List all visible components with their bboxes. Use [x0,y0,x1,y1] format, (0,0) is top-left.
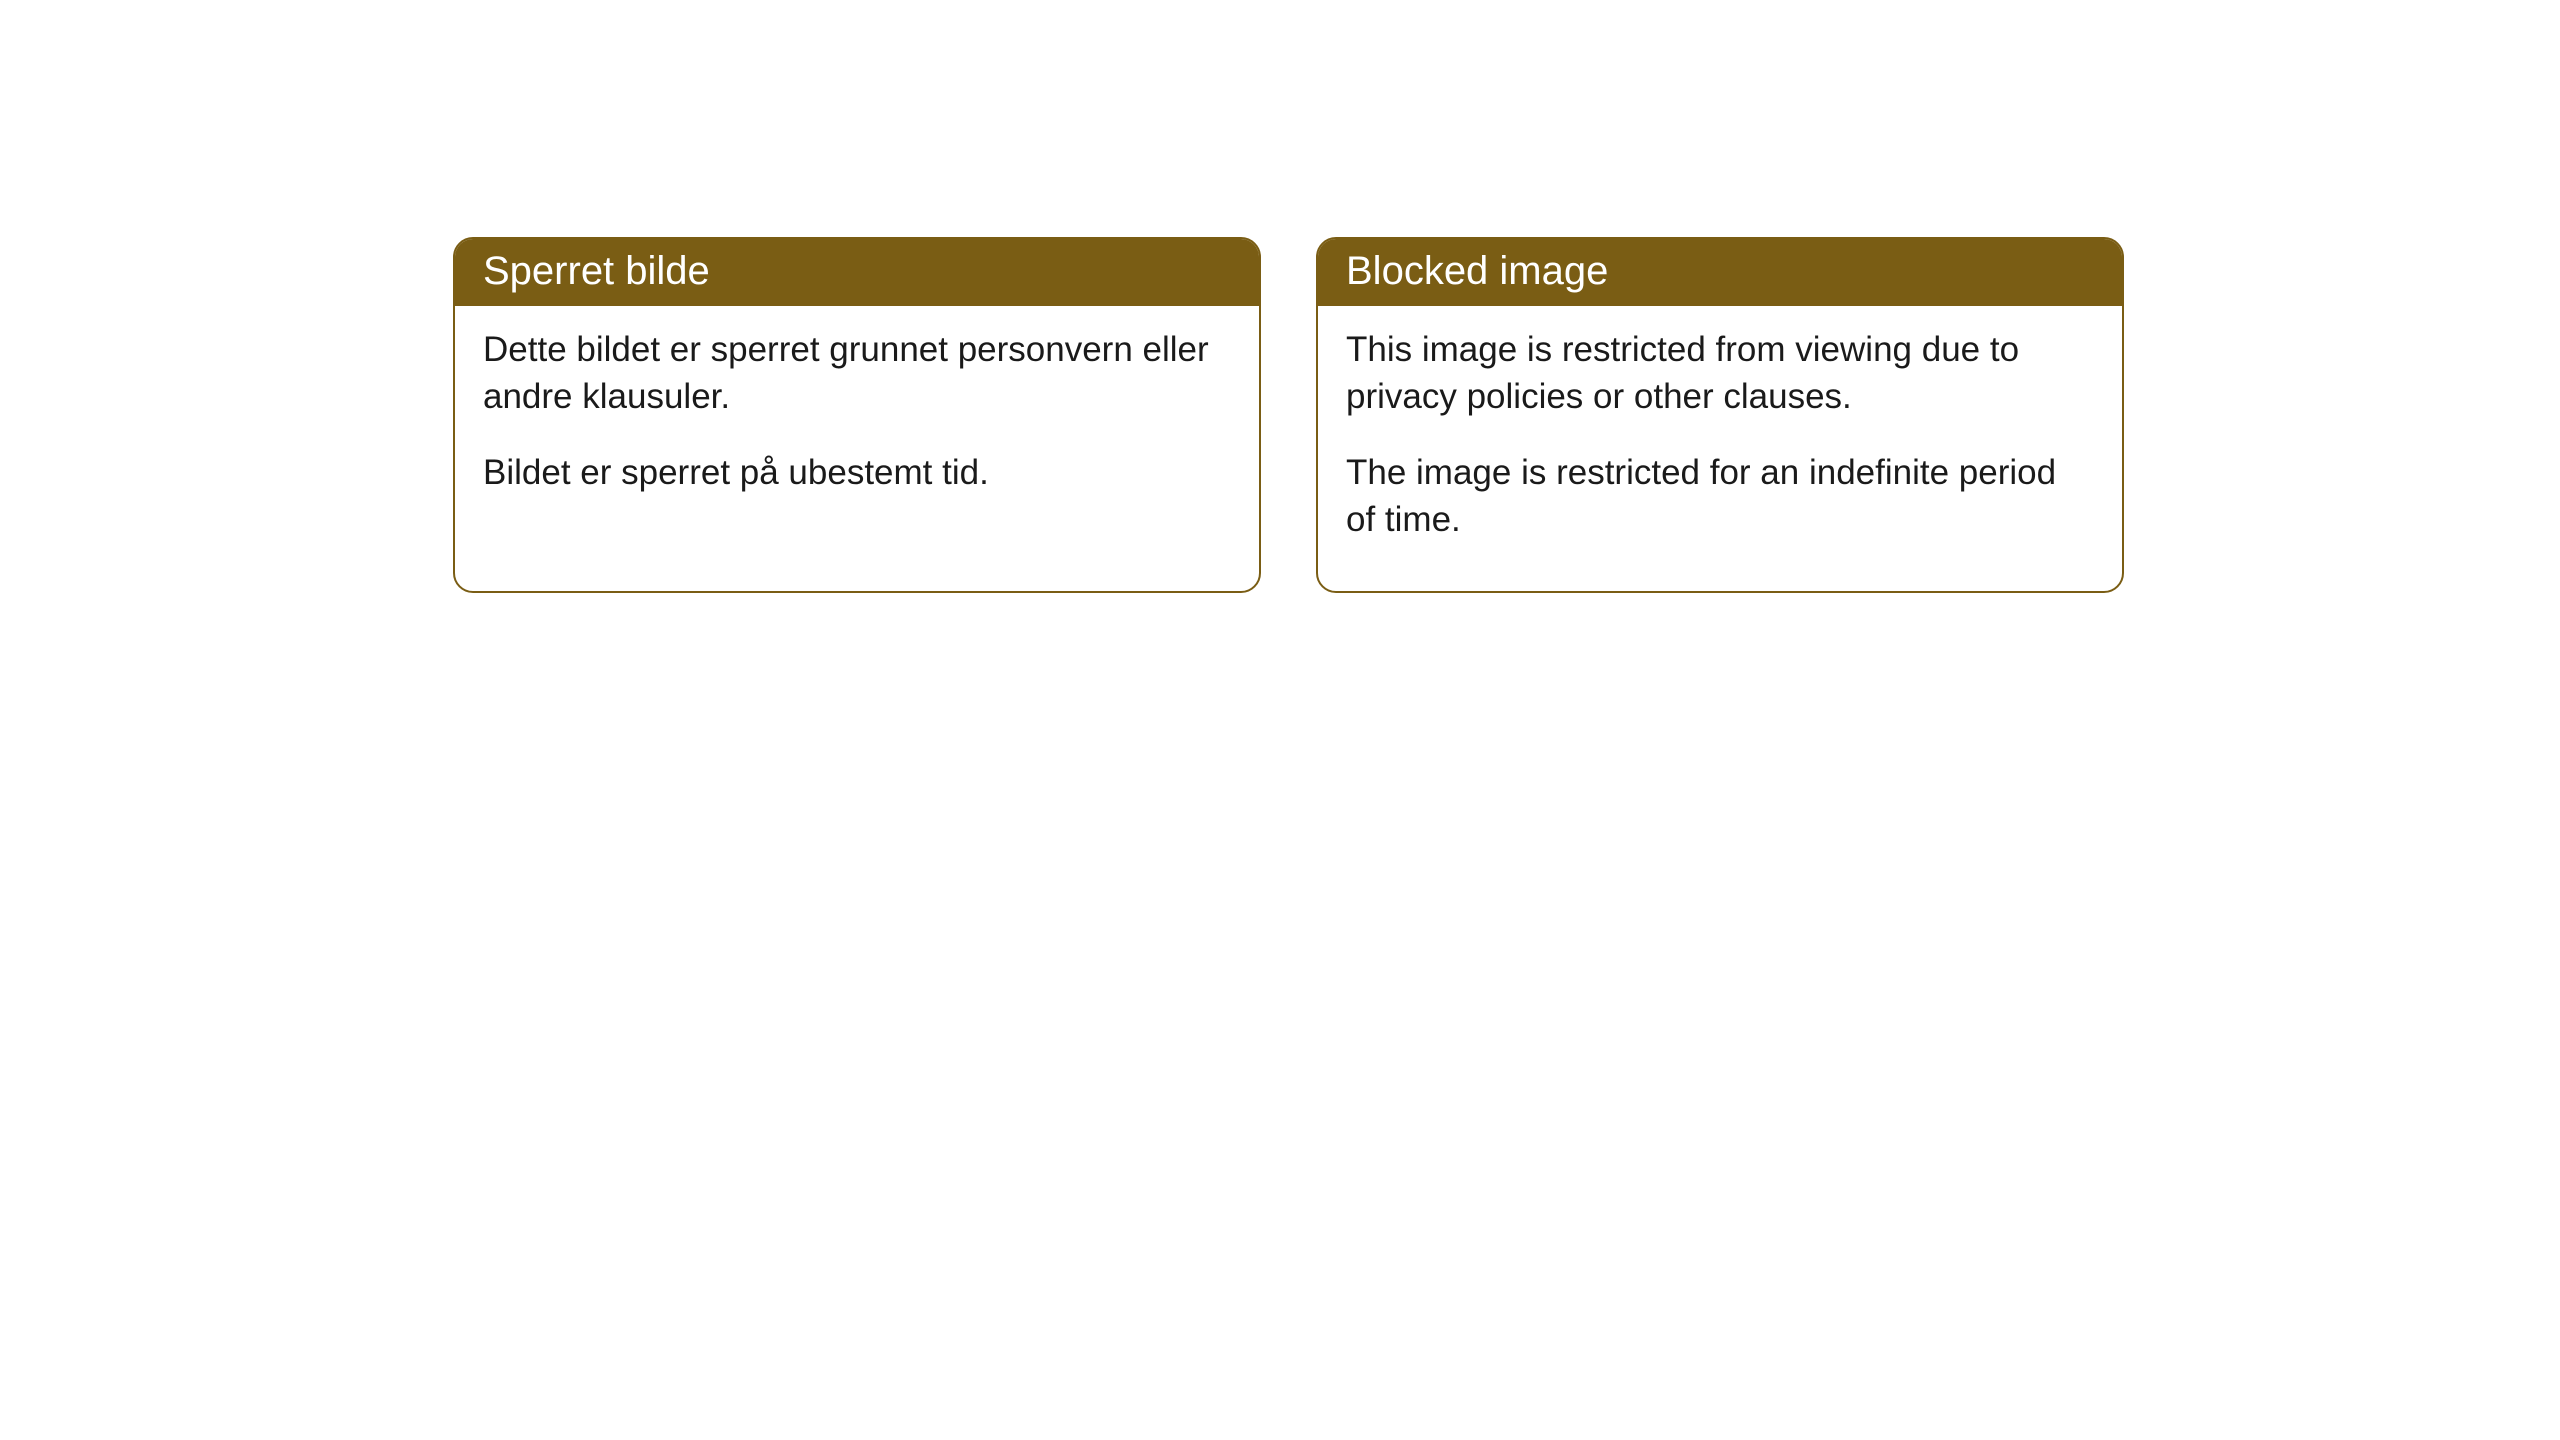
card-title: Sperret bilde [483,249,710,293]
card-header: Blocked image [1318,239,2122,306]
notice-cards-container: Sperret bilde Dette bildet er sperret gr… [453,237,2124,593]
card-paragraph: Bildet er sperret på ubestemt tid. [483,449,1231,496]
notice-card-english: Blocked image This image is restricted f… [1316,237,2124,593]
notice-card-norwegian: Sperret bilde Dette bildet er sperret gr… [453,237,1261,593]
card-paragraph: Dette bildet er sperret grunnet personve… [483,326,1231,421]
card-body: This image is restricted from viewing du… [1318,306,2122,591]
card-title: Blocked image [1346,249,1608,293]
card-paragraph: The image is restricted for an indefinit… [1346,449,2094,544]
card-paragraph: This image is restricted from viewing du… [1346,326,2094,421]
card-body: Dette bildet er sperret grunnet personve… [455,306,1259,544]
card-header: Sperret bilde [455,239,1259,306]
